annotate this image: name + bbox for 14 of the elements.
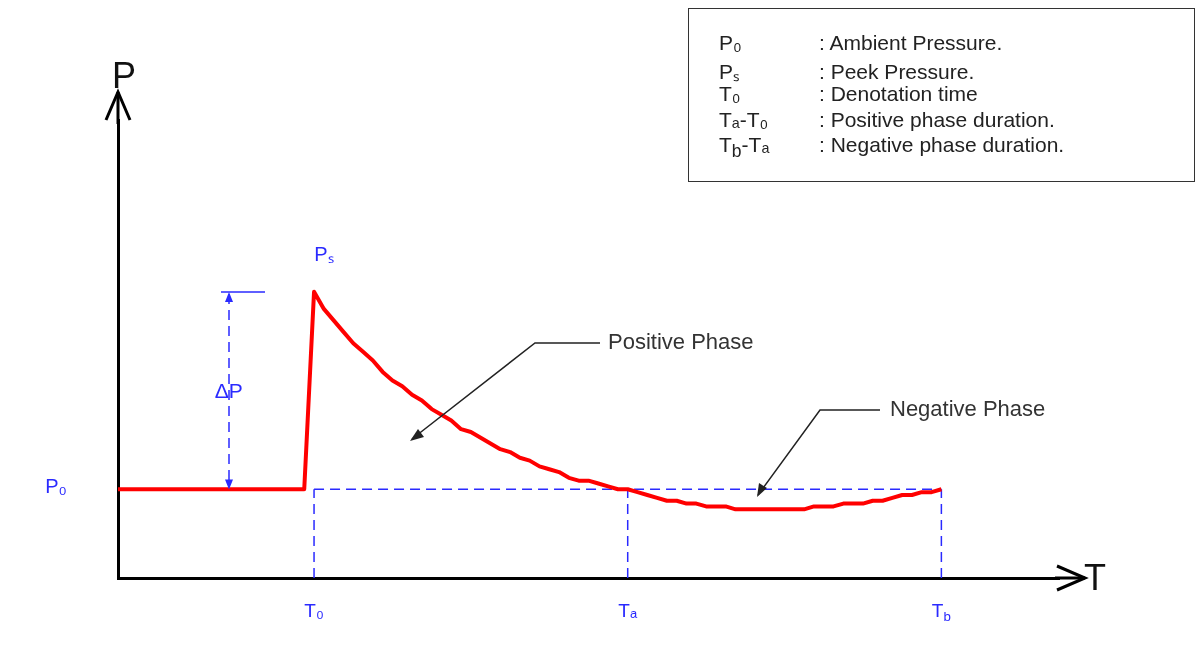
annotation: ΔP [214, 378, 243, 402]
text: Tₐ-T₀ : Positive phase duration. [719, 107, 1055, 131]
text: P [111, 54, 137, 96]
text: P₀ : Ambient Pressure. [719, 31, 1003, 54]
text: T$_{b}$-Tₐ : Negative phase duration. [719, 133, 1065, 162]
annotation: Positive Phase [608, 329, 754, 355]
text: Pₛ : Peek Pressure. [719, 59, 975, 83]
annotation: Negative Phase [890, 396, 1046, 422]
x-axis-title: T [1084, 556, 1106, 598]
x-tick-label: Tₐ [618, 600, 638, 622]
text: P₀ [45, 474, 67, 497]
x-tick-label: T₀ [304, 600, 324, 622]
text: Pₛ [314, 243, 334, 266]
text: T₀ : Denotation time [719, 82, 978, 105]
